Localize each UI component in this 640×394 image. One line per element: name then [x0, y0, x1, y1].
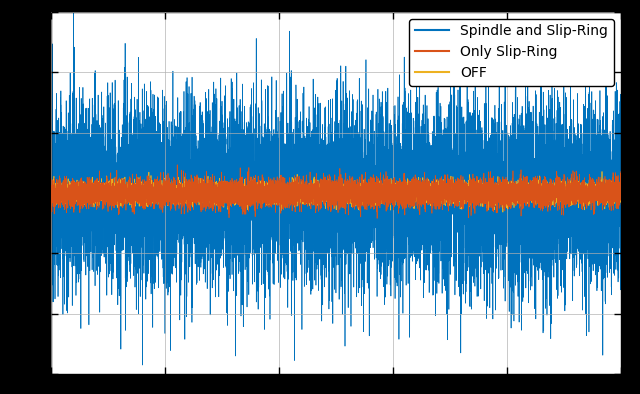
OFF [50, 179, 58, 184]
Only Slip-Ring [587, 175, 595, 180]
OFF [81, 195, 89, 200]
Line: Only Slip-Ring: Only Slip-Ring [51, 165, 621, 218]
Spindle and Slip-Ring [139, 362, 147, 367]
Spindle and Slip-Ring [47, 200, 55, 205]
Spindle and Slip-Ring [50, 178, 58, 182]
OFF [587, 191, 595, 195]
Spindle and Slip-Ring [71, 232, 79, 237]
Only Slip-Ring [159, 185, 166, 190]
OFF [499, 210, 507, 214]
Legend: Spindle and Slip-Ring, Only Slip-Ring, OFF: Spindle and Slip-Ring, Only Slip-Ring, O… [409, 19, 614, 86]
Line: Spindle and Slip-Ring: Spindle and Slip-Ring [51, 13, 621, 365]
Only Slip-Ring [373, 216, 381, 221]
Only Slip-Ring [617, 169, 625, 174]
Only Slip-Ring [326, 197, 333, 202]
Spindle and Slip-Ring [326, 210, 333, 215]
OFF [617, 190, 625, 195]
Spindle and Slip-Ring [159, 191, 167, 195]
Spindle and Slip-Ring [587, 203, 595, 207]
OFF [47, 194, 55, 199]
Only Slip-Ring [50, 192, 58, 197]
OFF [598, 169, 606, 174]
Only Slip-Ring [71, 182, 79, 187]
Only Slip-Ring [81, 197, 89, 202]
OFF [159, 192, 166, 197]
Spindle and Slip-Ring [70, 10, 77, 15]
Spindle and Slip-Ring [81, 212, 89, 216]
Only Slip-Ring [173, 162, 181, 167]
OFF [71, 198, 79, 203]
Line: OFF: OFF [51, 171, 621, 212]
OFF [326, 198, 333, 203]
Spindle and Slip-Ring [617, 161, 625, 165]
Only Slip-Ring [47, 177, 55, 182]
